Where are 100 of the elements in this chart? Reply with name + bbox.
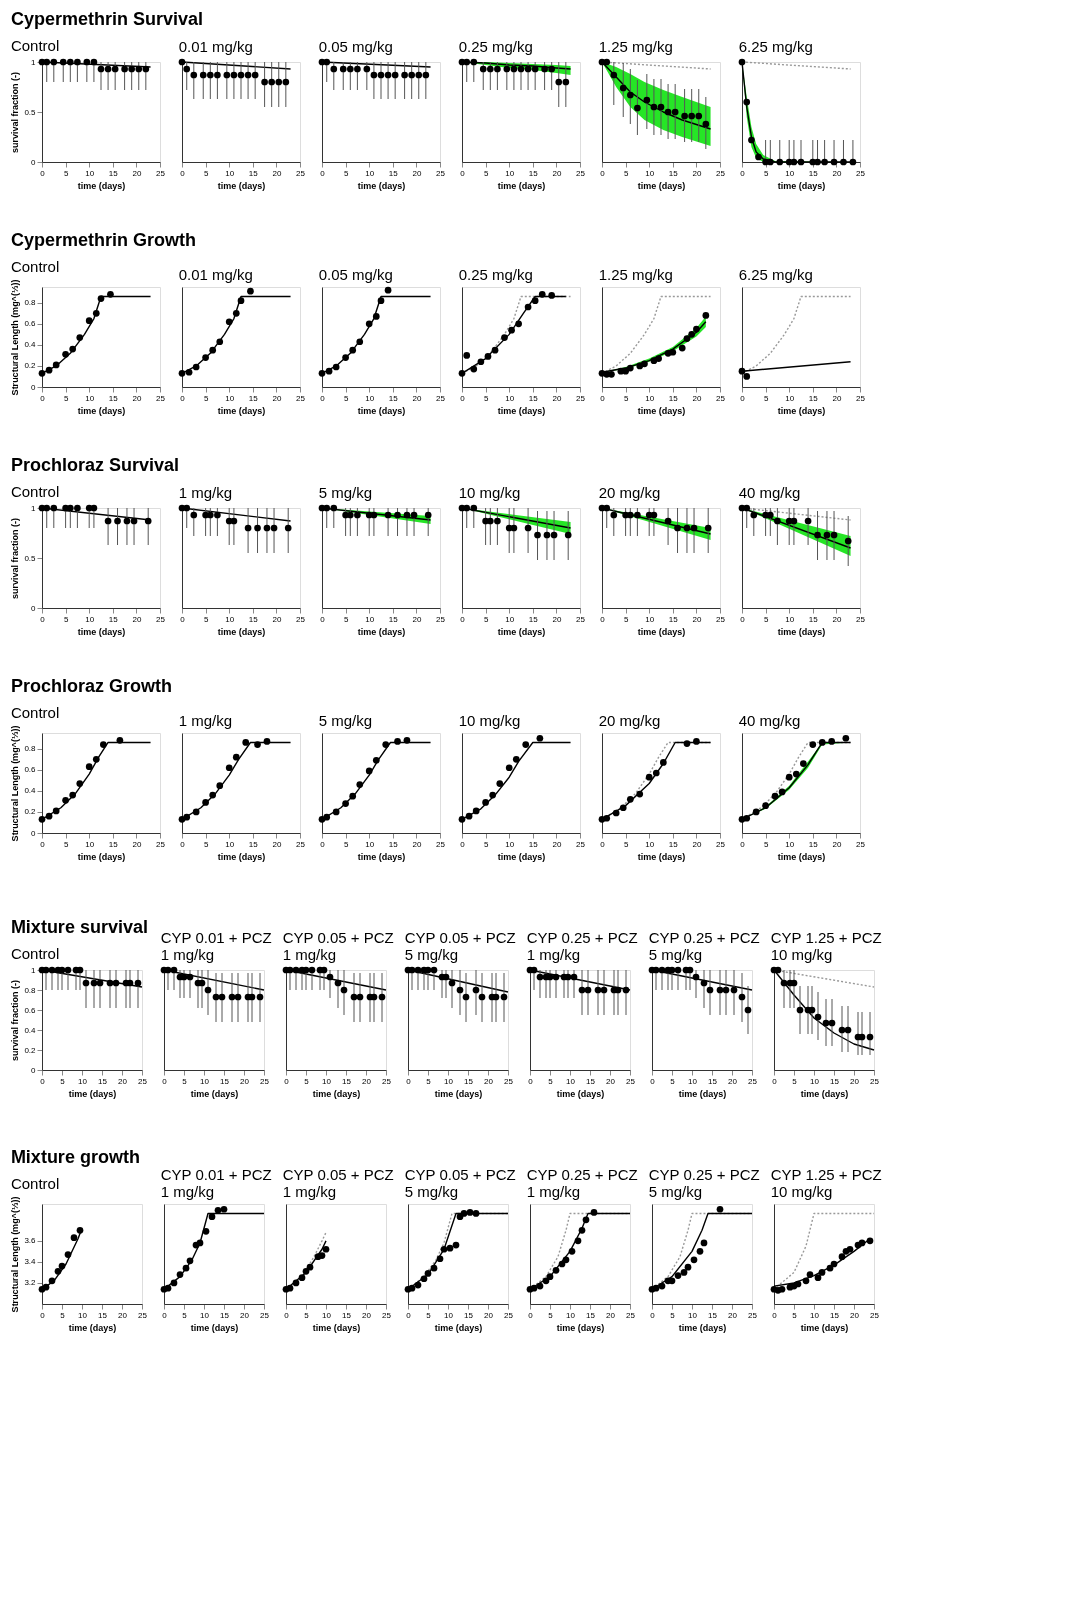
x-tick-label: 5 bbox=[623, 393, 629, 403]
x-tick-label: 15 bbox=[220, 1076, 230, 1086]
x-axis-title: time (days) bbox=[777, 851, 826, 862]
x-tick-label: 15 bbox=[464, 1310, 474, 1320]
x-tick-label: 15 bbox=[342, 1310, 352, 1320]
x-tick-label: 15 bbox=[108, 839, 119, 849]
x-tick-label: 25 bbox=[576, 839, 586, 849]
x-tick-label: 5 bbox=[203, 839, 209, 849]
x-tick-label: 10 bbox=[505, 839, 515, 849]
x-tick-label: 10 bbox=[85, 614, 95, 624]
x-tick-label: 10 bbox=[78, 1076, 88, 1086]
x-tick-label: 25 bbox=[156, 614, 166, 624]
y-tick-label: 0.4 bbox=[24, 340, 37, 350]
x-tick-label: 10 bbox=[85, 839, 95, 849]
y-tick-label: 0.5 bbox=[24, 107, 37, 117]
x-tick-label: 20 bbox=[484, 1310, 494, 1320]
x-tick-label: 15 bbox=[248, 839, 259, 849]
x-tick-label: 5 bbox=[203, 614, 209, 624]
x-tick-label: 15 bbox=[108, 393, 119, 403]
x-axis-title: time (days) bbox=[357, 180, 406, 191]
x-tick-label: 5 bbox=[763, 393, 769, 403]
chart-title: 10 mg/kg bbox=[458, 712, 521, 729]
x-tick-label: 10 bbox=[200, 1310, 210, 1320]
x-tick-label: 15 bbox=[98, 1310, 108, 1320]
y-tick-label: 3.2 bbox=[24, 1278, 37, 1288]
x-tick-label: 0 bbox=[40, 168, 46, 178]
x-tick-label: 0 bbox=[740, 839, 746, 849]
x-tick-label: 10 bbox=[365, 393, 375, 403]
x-tick-label: 20 bbox=[362, 1076, 372, 1086]
x-tick-label: 5 bbox=[763, 839, 769, 849]
x-tick-label: 10 bbox=[785, 168, 795, 178]
x-tick-label: 5 bbox=[670, 1310, 676, 1320]
x-tick-label: 10 bbox=[688, 1310, 698, 1320]
x-tick-label: 5 bbox=[763, 614, 769, 624]
y-tick-label: 0.6 bbox=[24, 1005, 37, 1015]
chart-title: 6.25 mg/kg bbox=[738, 266, 813, 283]
x-axis-title: time (days) bbox=[556, 1088, 605, 1099]
x-tick-label: 0 bbox=[162, 1310, 168, 1320]
x-tick-label: 25 bbox=[436, 839, 446, 849]
x-axis-title: time (days) bbox=[637, 626, 686, 637]
chart-title: CYP 0.25 + PCZ 5 mg/kg bbox=[648, 1166, 760, 1200]
x-tick-label: 15 bbox=[808, 393, 819, 403]
x-tick-label: 25 bbox=[716, 168, 726, 178]
x-tick-label: 25 bbox=[576, 393, 586, 403]
x-tick-label: 25 bbox=[260, 1076, 270, 1086]
x-tick-label: 25 bbox=[576, 168, 586, 178]
chart-title: 40 mg/kg bbox=[738, 712, 801, 729]
x-tick-label: 15 bbox=[528, 168, 539, 178]
x-tick-label: 20 bbox=[272, 393, 282, 403]
x-tick-label: 25 bbox=[856, 393, 866, 403]
x-tick-label: 20 bbox=[272, 614, 282, 624]
x-axis-title: time (days) bbox=[357, 851, 406, 862]
x-tick-label: 25 bbox=[138, 1310, 148, 1320]
chart-title: 10 mg/kg bbox=[458, 483, 521, 501]
x-tick-label: 0 bbox=[40, 839, 46, 849]
chart-title: 5 mg/kg bbox=[318, 483, 373, 501]
chart-title: CYP 0.01 + PCZ 1 mg/kg bbox=[160, 1166, 272, 1200]
x-tick-label: 0 bbox=[40, 614, 46, 624]
x-tick-label: 0 bbox=[320, 168, 326, 178]
y-tick-label: 0.4 bbox=[24, 786, 37, 796]
y-axis-title: Structural Length (mg^(⅓)) bbox=[10, 279, 21, 396]
x-tick-label: 5 bbox=[343, 839, 349, 849]
x-tick-label: 0 bbox=[650, 1310, 656, 1320]
x-tick-label: 5 bbox=[343, 614, 349, 624]
x-tick-label: 25 bbox=[296, 168, 306, 178]
x-tick-label: 20 bbox=[240, 1310, 250, 1320]
x-tick-label: 0 bbox=[528, 1076, 534, 1086]
x-tick-label: 0 bbox=[180, 614, 186, 624]
x-tick-label: 25 bbox=[436, 168, 446, 178]
x-tick-label: 0 bbox=[460, 393, 466, 403]
chart-title: 1.25 mg/kg bbox=[598, 37, 673, 55]
y-tick-label: 0.2 bbox=[24, 807, 37, 817]
x-tick-label: 20 bbox=[132, 839, 142, 849]
chart-title: CYP 0.25 + PCZ 1 mg/kg bbox=[526, 928, 638, 963]
x-tick-label: 0 bbox=[740, 614, 746, 624]
x-axis-title: time (days) bbox=[217, 405, 266, 416]
x-tick-label: 5 bbox=[343, 168, 349, 178]
chart-title: CYP 0.05 + PCZ 5 mg/kg bbox=[404, 1166, 516, 1200]
chart-title: 0.25 mg/kg bbox=[458, 266, 533, 283]
y-tick-label: 1 bbox=[31, 965, 37, 975]
chart-title: 1 mg/kg bbox=[178, 483, 233, 501]
x-tick-label: 10 bbox=[225, 393, 235, 403]
x-tick-label: 15 bbox=[528, 839, 539, 849]
x-tick-label: 15 bbox=[528, 393, 539, 403]
chart-title: CYP 0.05 + PCZ 1 mg/kg bbox=[282, 928, 394, 963]
x-tick-label: 5 bbox=[623, 839, 629, 849]
x-tick-label: 10 bbox=[365, 839, 375, 849]
chart-title: 40 mg/kg bbox=[738, 483, 801, 501]
chart-title: 0.05 mg/kg bbox=[318, 265, 393, 283]
x-axis-title: time (days) bbox=[556, 1322, 605, 1333]
y-tick-label: 0.5 bbox=[24, 553, 37, 563]
x-tick-label: 5 bbox=[763, 168, 769, 178]
chart-subtitle: Control bbox=[10, 1175, 60, 1193]
chart-title: 1 mg/kg bbox=[178, 712, 233, 729]
chart-title: CYP 0.25 + PCZ 5 mg/kg bbox=[648, 928, 760, 963]
x-axis-title: time (days) bbox=[678, 1322, 727, 1333]
x-tick-label: 5 bbox=[670, 1076, 676, 1086]
x-axis-title: time (days) bbox=[312, 1322, 361, 1333]
y-tick-label: 3.4 bbox=[24, 1257, 37, 1267]
x-tick-label: 0 bbox=[40, 1310, 46, 1320]
